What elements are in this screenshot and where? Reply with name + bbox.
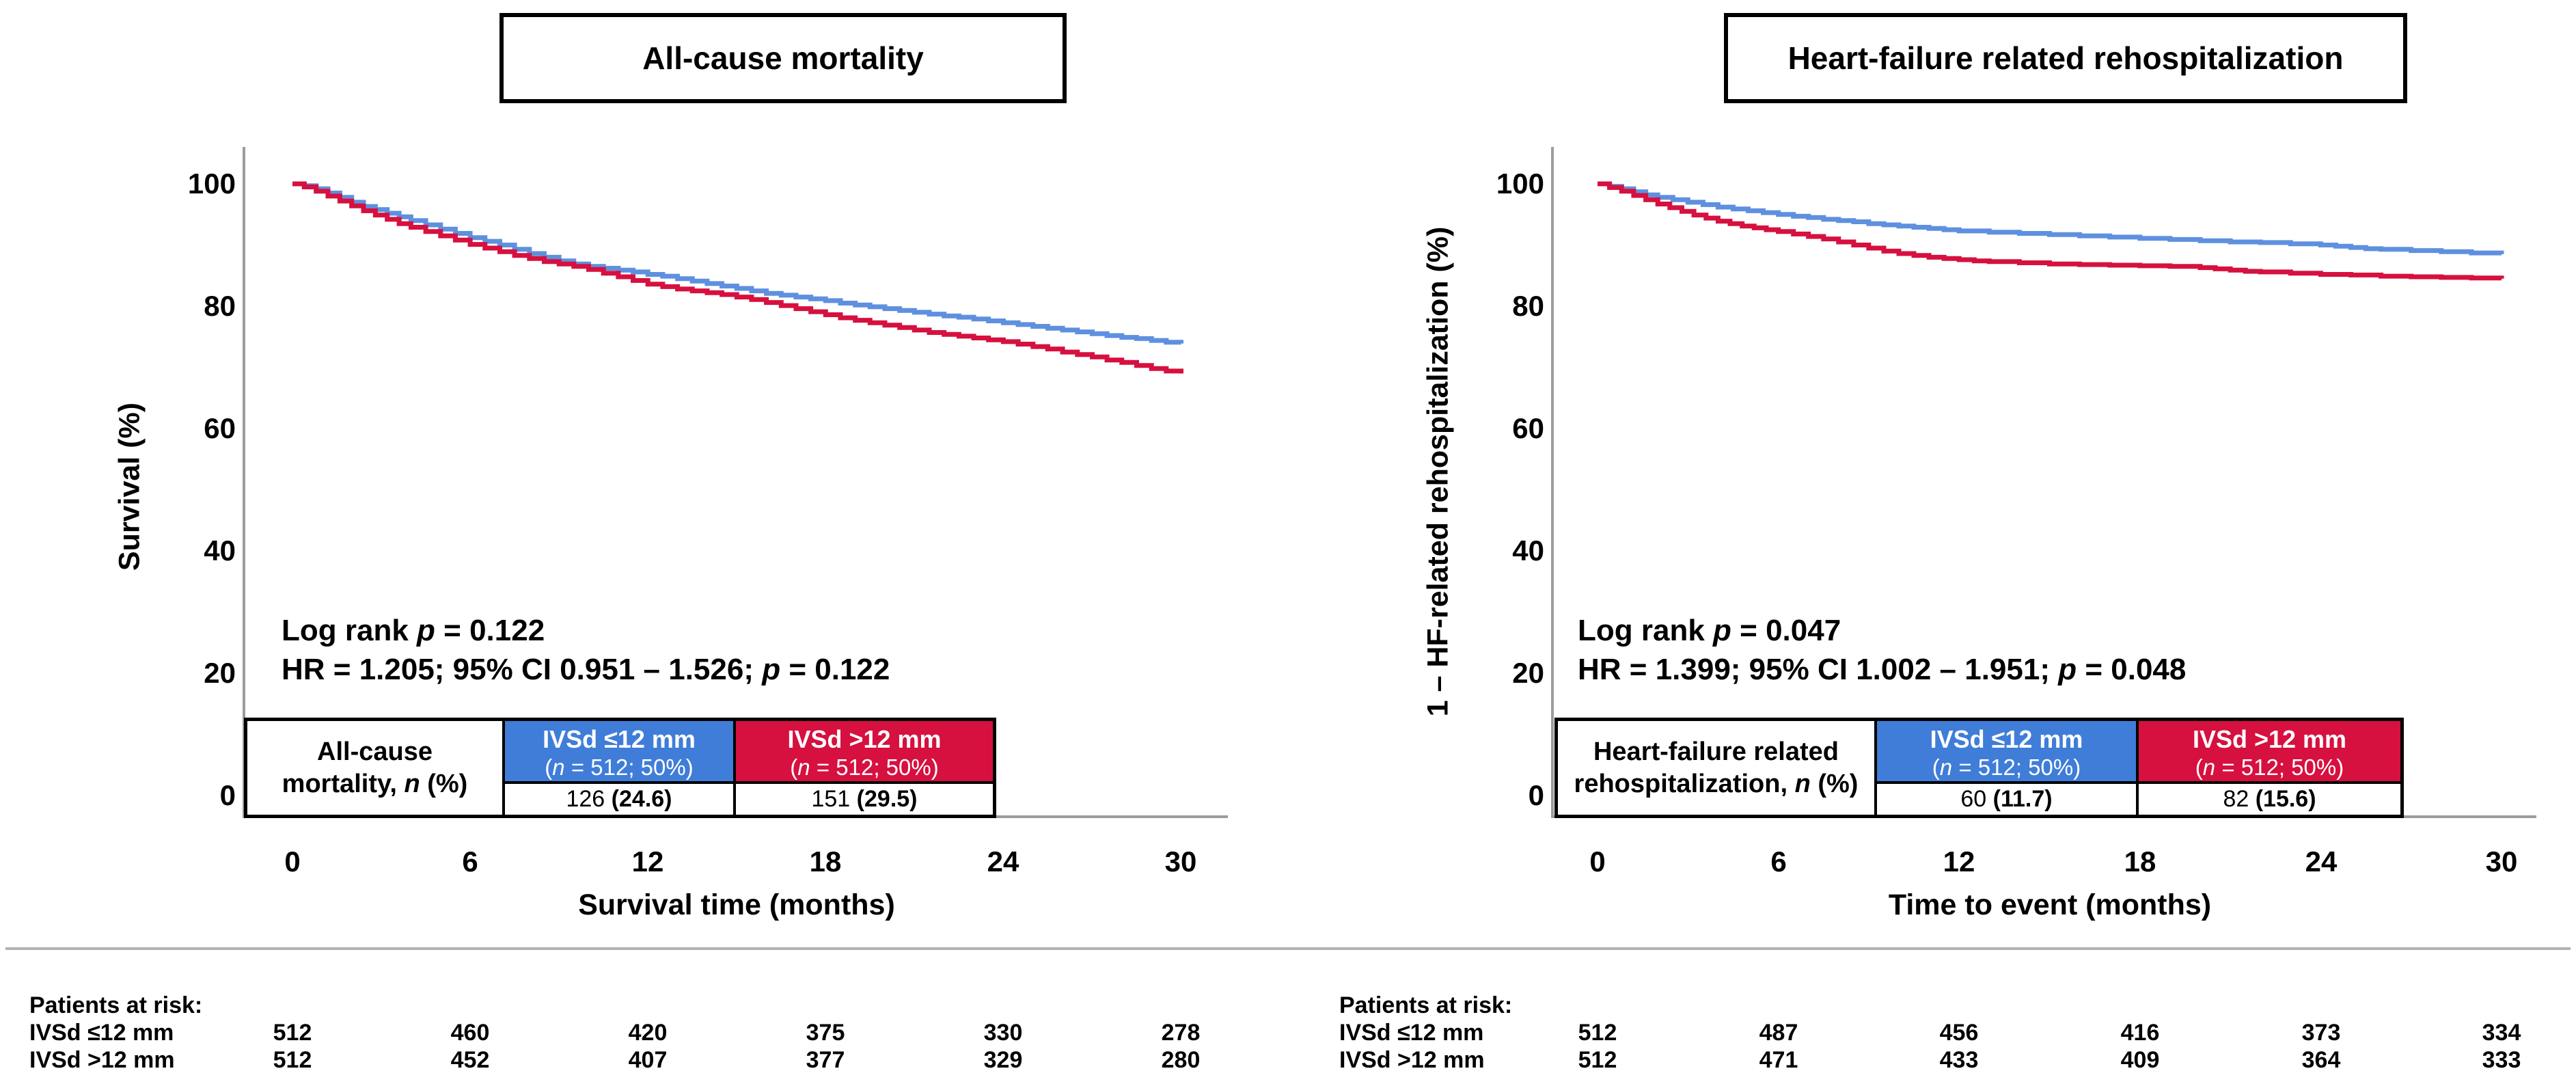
group-column-ivsd-gt12: IVSd >12 mm (n = 512; 50%) 82 (15.6) [2136, 721, 2400, 815]
risk-row-label: IVSd >12 mm [29, 1047, 175, 1073]
y-tick: 0 [219, 779, 236, 811]
y-tick: 20 [204, 657, 236, 689]
x-tick: 24 [2305, 845, 2338, 878]
x-tick: 12 [1943, 845, 1975, 878]
x-tick: 0 [1589, 845, 1606, 878]
risk-count: 329 [983, 1047, 1023, 1073]
risk-count: 278 [1161, 1020, 1201, 1046]
risk-count: 333 [2482, 1047, 2521, 1073]
panel-title: Heart-failure related rehospitalization [1787, 40, 2344, 76]
panel-title-box: All-cause mortality [499, 13, 1067, 103]
risk-count: 512 [273, 1020, 312, 1046]
x-tick: 30 [1164, 845, 1197, 878]
group-column-ivsd-le12: IVSd ≤12 mm (n = 512; 50%) 126 (24.6) [505, 721, 733, 815]
group-header-red: IVSd >12 mm (n = 512; 50%) [2139, 721, 2400, 784]
summary-label-cell: Heart-failure related rehospitalization,… [1558, 721, 1877, 815]
risk-row-label: IVSd ≤12 mm [29, 1020, 174, 1046]
group-summary-table: Heart-failure related rehospitalization,… [1554, 718, 2404, 818]
panel-title: All-cause mortality [642, 40, 924, 76]
group-column-ivsd-gt12: IVSd >12 mm (n = 512; 50%) 151 (29.5) [733, 721, 993, 815]
risk-count: 471 [1759, 1047, 1798, 1073]
km-curve-ivsd-le12 [1598, 181, 2504, 256]
group-header-blue: IVSd ≤12 mm (n = 512; 50%) [1877, 721, 2136, 784]
risk-count: 409 [2120, 1047, 2160, 1073]
y-tick: 60 [204, 412, 236, 444]
risk-table-title: Patients at risk: [29, 992, 203, 1018]
x-tick: 24 [987, 845, 1019, 878]
group-column-ivsd-le12: IVSd ≤12 mm (n = 512; 50%) 60 (11.7) [1877, 721, 2136, 815]
risk-count: 375 [806, 1020, 845, 1046]
km-curve-ivsd-gt12 [292, 181, 1183, 374]
km-curve-ivsd-le12 [292, 181, 1183, 345]
x-axis-label: Survival time (months) [578, 888, 895, 921]
x-tick: 18 [2124, 845, 2156, 878]
y-tick: 40 [1512, 534, 1544, 567]
stats-block: Log rank p = 0.047 HR = 1.399; 95% CI 1.… [1578, 611, 2186, 689]
risk-count: 487 [1759, 1020, 1798, 1046]
risk-row-label: IVSd >12 mm [1339, 1047, 1485, 1073]
risk-count: 330 [983, 1020, 1023, 1046]
risk-count: 512 [1578, 1047, 1617, 1073]
x-tick: 6 [462, 845, 478, 878]
log-rank-text: Log rank p = 0.047 [1578, 614, 1841, 647]
km-curve-ivsd-gt12 [1598, 181, 2504, 281]
panel-title-box: Heart-failure related rehospitalization [1724, 13, 2407, 103]
hazard-ratio-text: HR = 1.399; 95% CI 1.002 – 1.951; p = 0.… [1578, 653, 2187, 686]
y-tick: 20 [1512, 657, 1544, 689]
risk-count: 280 [1161, 1047, 1201, 1073]
group-value-cell: 82 (15.6) [2223, 786, 2316, 812]
risk-count: 334 [2482, 1020, 2521, 1046]
risk-count: 377 [806, 1047, 845, 1073]
risk-count: 512 [1578, 1020, 1617, 1046]
risk-separator-line [5, 947, 2571, 950]
y-tick: 0 [1528, 779, 1544, 811]
x-tick: 12 [631, 845, 664, 878]
risk-count: 364 [2301, 1047, 2341, 1073]
y-tick: 80 [1512, 290, 1544, 322]
y-tick: 100 [187, 167, 236, 200]
log-rank-text: Log rank p = 0.122 [282, 614, 545, 647]
risk-count: 460 [450, 1020, 490, 1046]
x-tick: 6 [1770, 845, 1787, 878]
group-summary-table: All-cause mortality, n (%) IVSd ≤12 mm (… [244, 718, 996, 818]
risk-table-title: Patients at risk: [1339, 992, 1513, 1018]
risk-count: 456 [1939, 1020, 1979, 1046]
risk-count: 452 [450, 1047, 490, 1073]
group-value-cell: 151 (29.5) [811, 786, 918, 812]
x-axis-label: Time to event (months) [1888, 888, 2212, 921]
y-tick: 100 [1496, 167, 1544, 200]
hazard-ratio-text: HR = 1.205; 95% CI 0.951 – 1.526; p = 0.… [282, 653, 890, 686]
panel-hf-rehospitalization: Heart-failure related rehospitalization … [1288, 0, 2576, 957]
x-tick: 18 [809, 845, 842, 878]
group-value-cell: 126 (24.6) [566, 786, 672, 812]
group-header-blue: IVSd ≤12 mm (n = 512; 50%) [505, 721, 733, 784]
risk-row-label: IVSd ≤12 mm [1339, 1020, 1484, 1046]
y-tick: 40 [204, 534, 236, 567]
group-value-cell: 60 (11.7) [1960, 786, 2053, 812]
risk-count: 420 [628, 1020, 668, 1046]
risk-count: 433 [1939, 1047, 1979, 1073]
y-axis-label: 1 – HF-related rehospitalization (%) [1421, 226, 1455, 717]
y-axis-label: Survival (%) [113, 402, 146, 571]
risk-count: 512 [273, 1047, 312, 1073]
risk-count: 373 [2301, 1020, 2341, 1046]
y-tick: 80 [204, 290, 236, 322]
x-tick: 30 [2485, 845, 2518, 878]
stats-block: Log rank p = 0.122 HR = 1.205; 95% CI 0.… [282, 611, 890, 689]
summary-label-cell: All-cause mortality, n (%) [247, 721, 505, 815]
risk-count: 416 [2120, 1020, 2160, 1046]
panel-all-cause-mortality: All-cause mortality Survival (%) 100 80 … [0, 0, 1288, 957]
y-tick: 60 [1512, 412, 1544, 444]
group-header-red: IVSd >12 mm (n = 512; 50%) [736, 721, 993, 784]
x-tick: 0 [284, 845, 301, 878]
risk-count: 407 [628, 1047, 668, 1073]
